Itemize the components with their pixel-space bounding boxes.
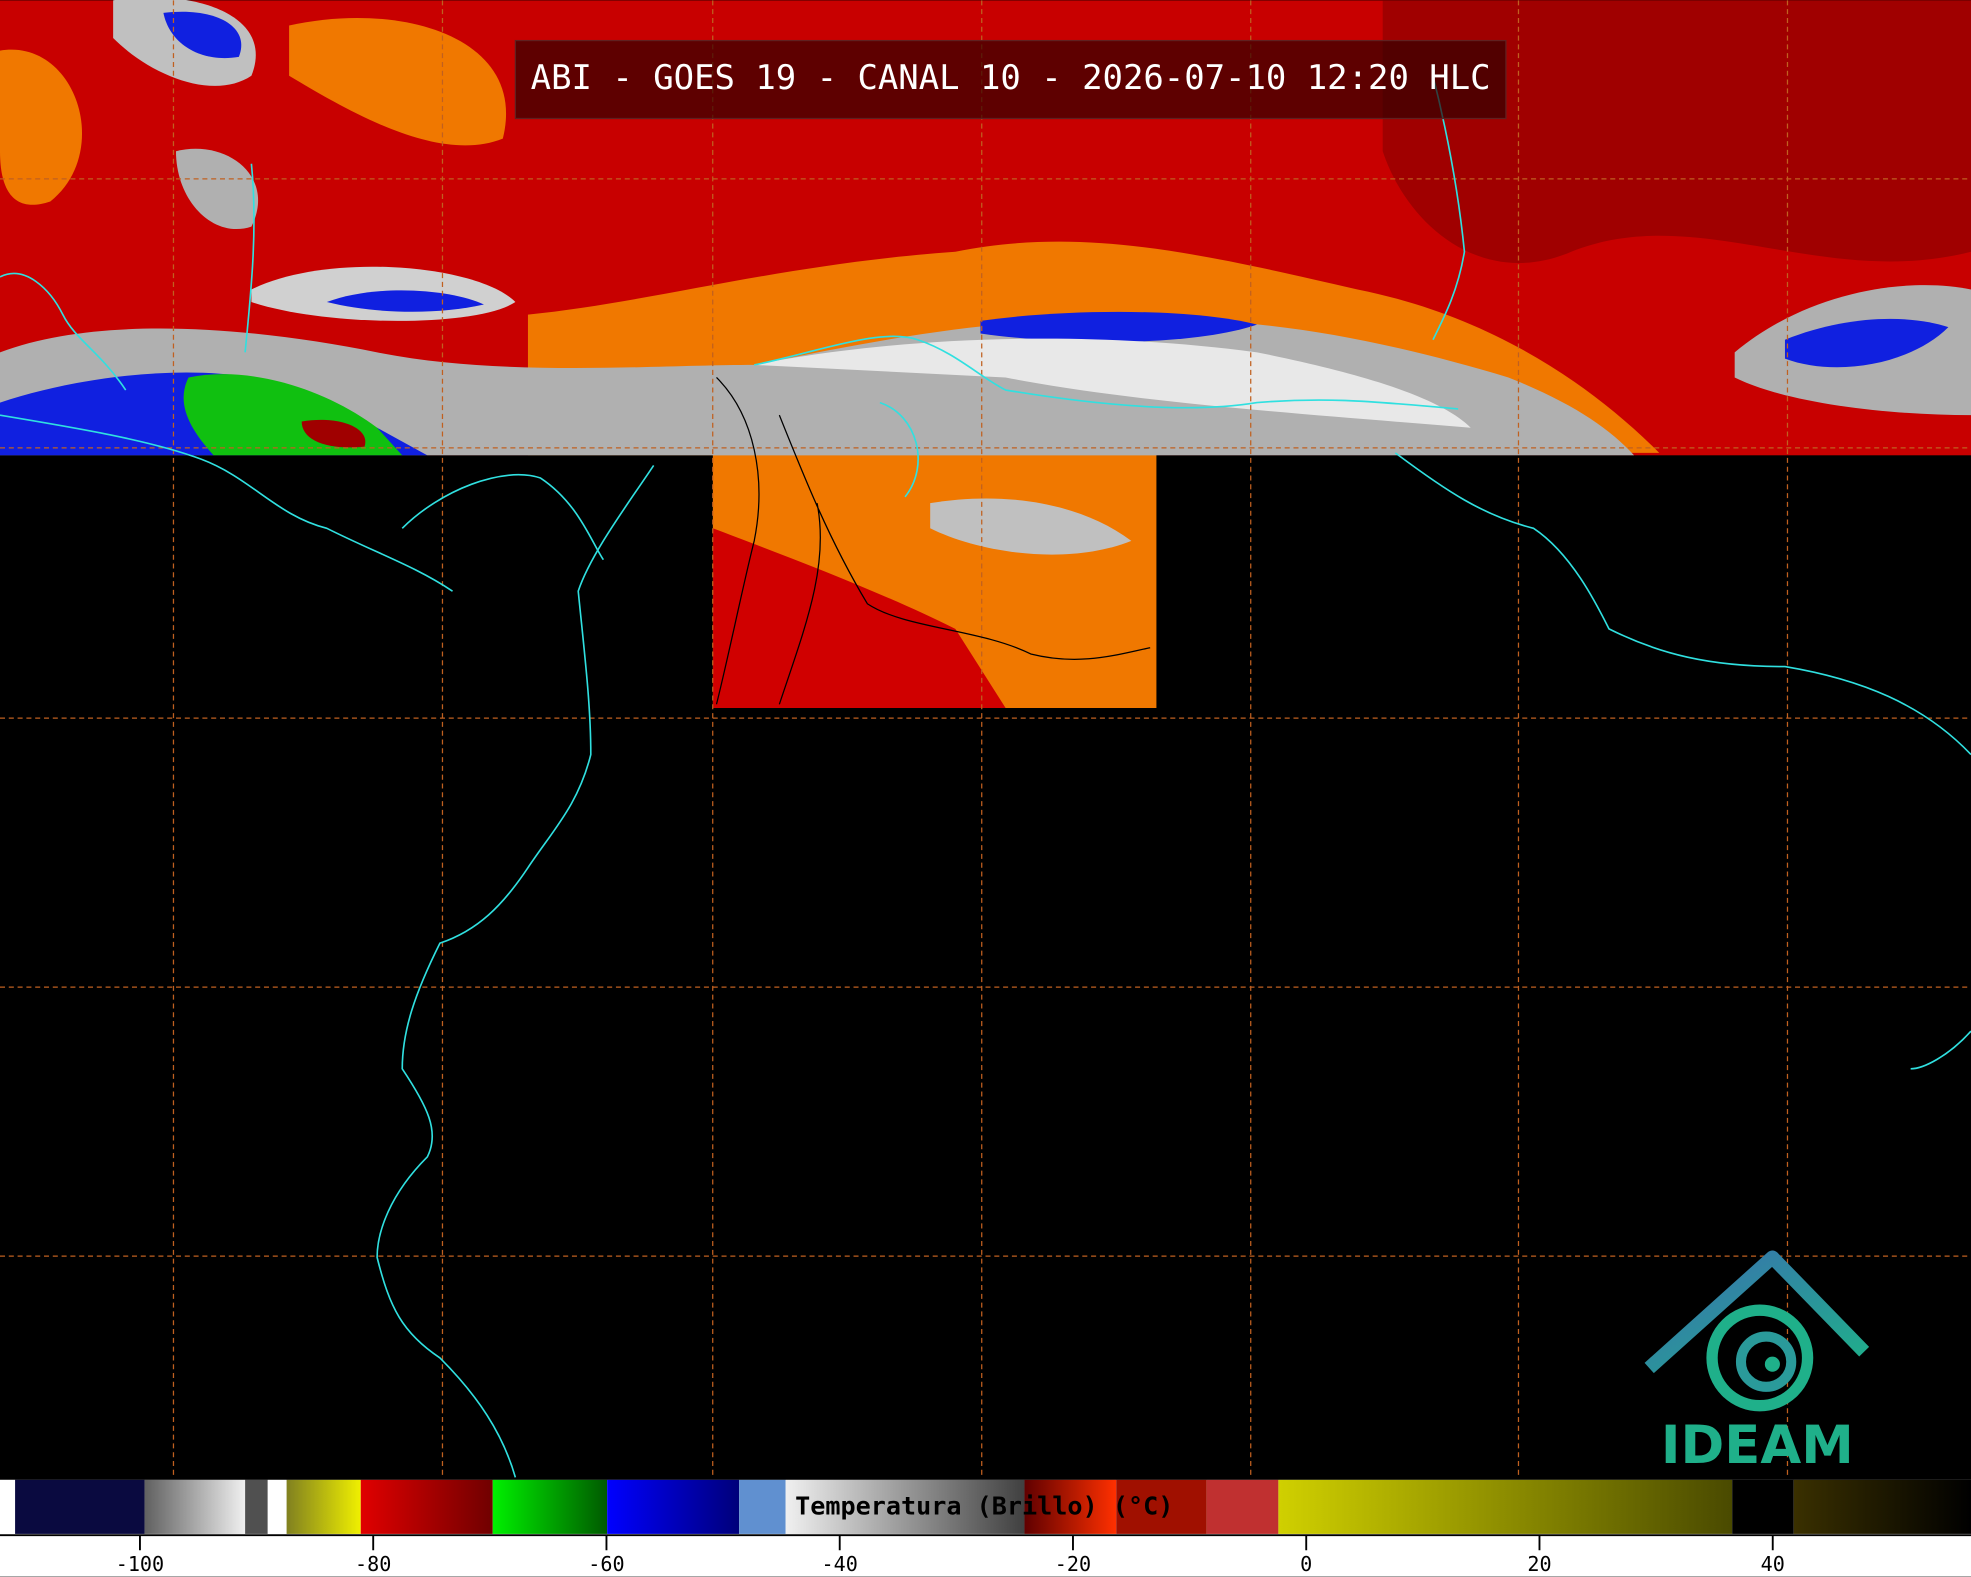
graticule bbox=[0, 0, 1971, 1478]
colorbar-tick-label: -60 bbox=[588, 1552, 624, 1576]
title: ABI - GOES 19 - CANAL 10 - 2026-07-10 12… bbox=[531, 59, 1491, 98]
coastlines bbox=[0, 75, 1971, 1478]
colorbar-tick-label: -100 bbox=[116, 1552, 164, 1576]
colorbar-tick-label: -40 bbox=[822, 1552, 858, 1576]
title-box: ABI - GOES 19 - CANAL 10 - 2026-07-10 12… bbox=[514, 39, 1507, 120]
colorbar: Temperatura (Brillo) (°C) -100 -80 -60 -40 -… bbox=[0, 1479, 1971, 1577]
colorbar-tick-label: -80 bbox=[355, 1552, 391, 1576]
colorbar-tick-label: 20 bbox=[1527, 1552, 1551, 1576]
borders bbox=[715, 377, 1151, 705]
colorbar-tick-label: 40 bbox=[1761, 1552, 1785, 1576]
logo: IDEAM bbox=[1644, 1250, 1870, 1476]
colorbar-label: Temperatura (Brillo) (°C) bbox=[795, 1492, 1173, 1521]
logo-text: IDEAM bbox=[1661, 1415, 1854, 1476]
colorbar-tick-label: 0 bbox=[1300, 1552, 1312, 1576]
title-background bbox=[514, 39, 1507, 120]
colorbar-tick-label: -20 bbox=[1055, 1552, 1091, 1576]
